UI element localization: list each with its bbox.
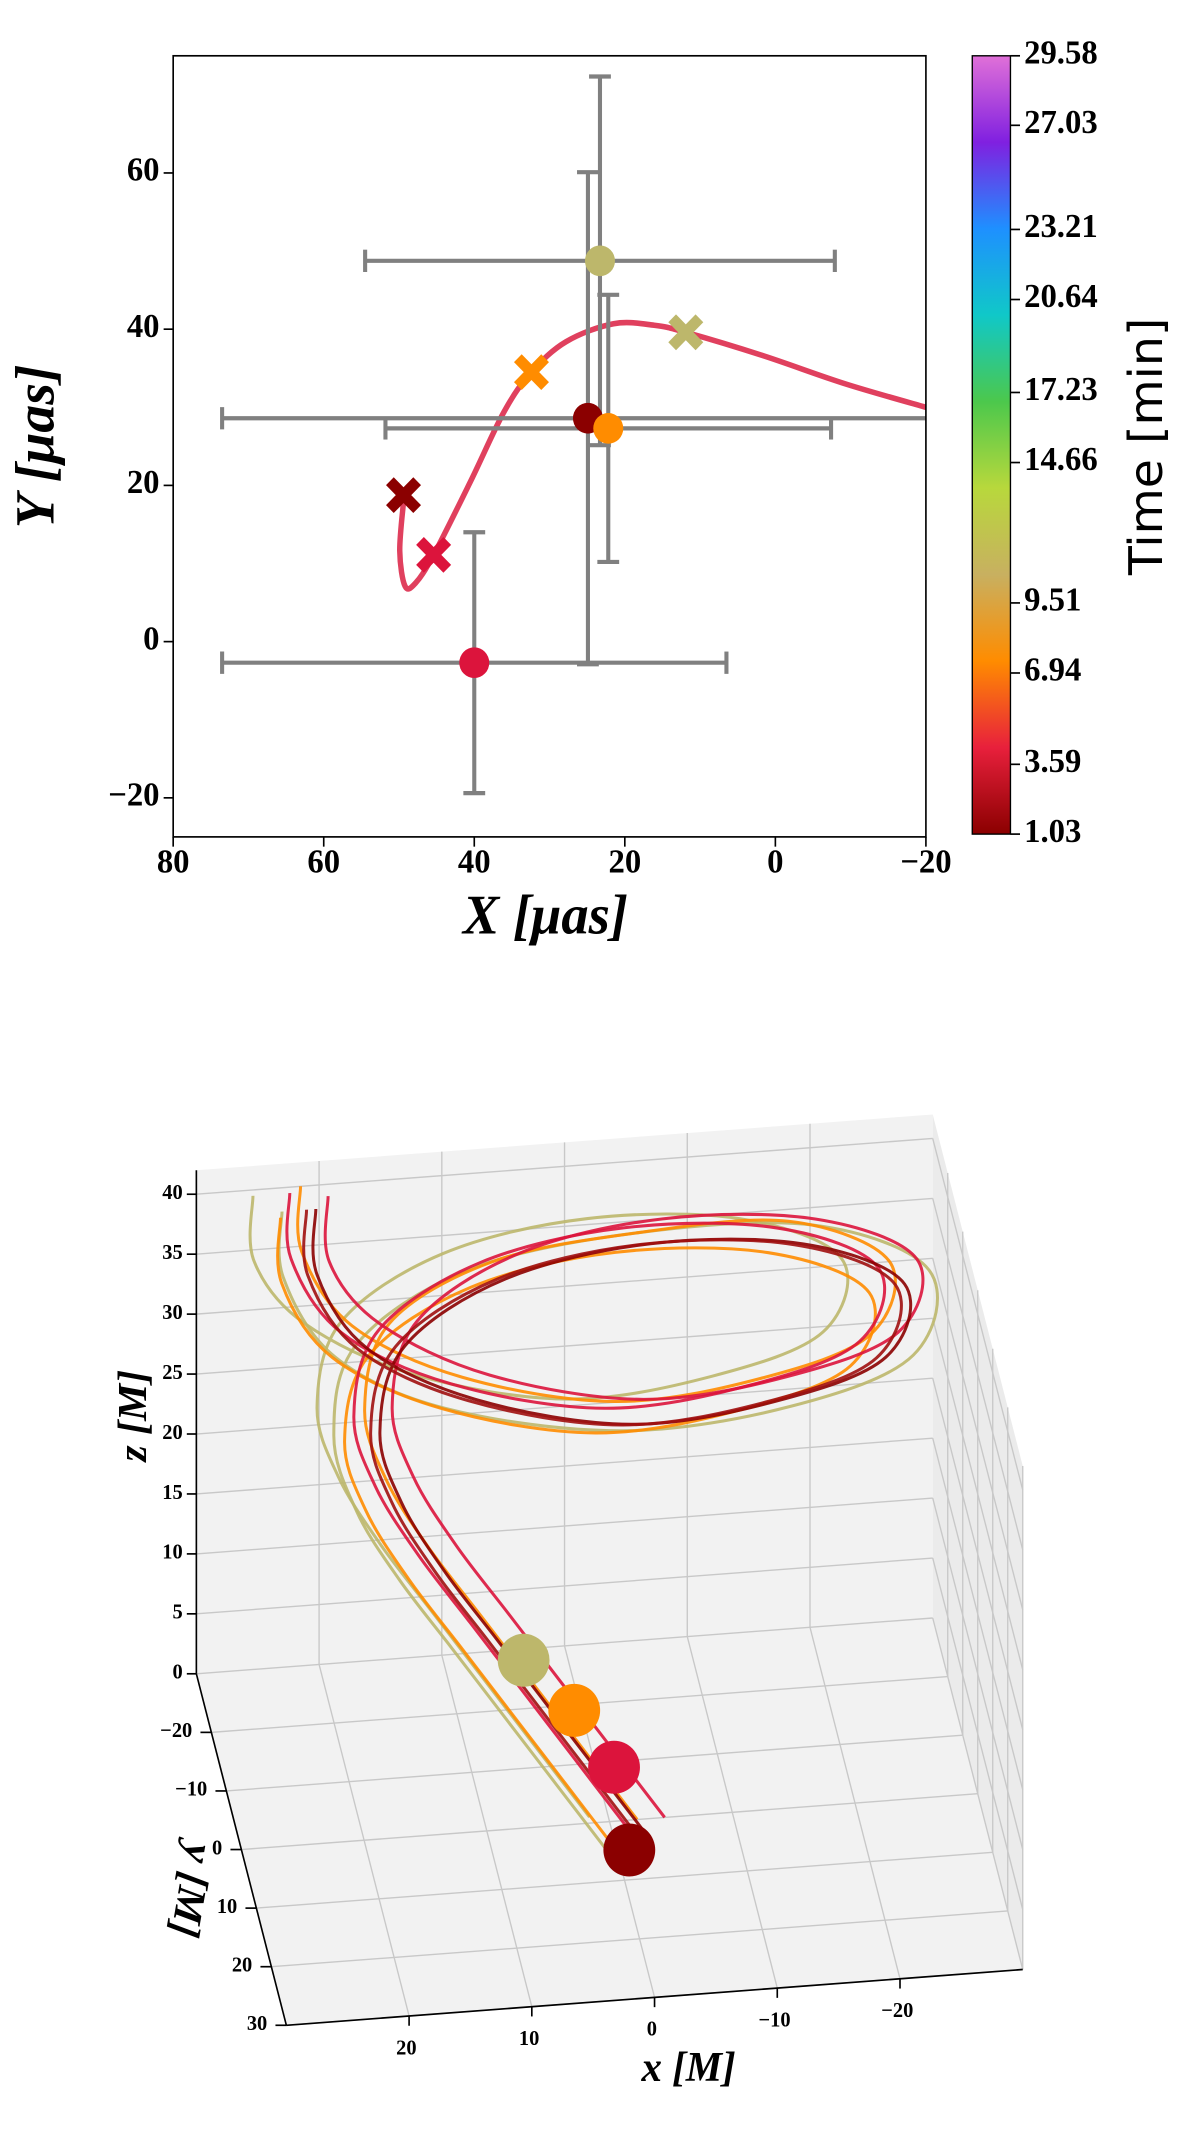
grid-line xyxy=(241,1793,978,1851)
colorbar-tick-label: 17.23 xyxy=(1024,372,1098,408)
grid-line xyxy=(196,1557,933,1615)
y-tick-label: 60 xyxy=(127,152,160,188)
y-tick-label: 20 xyxy=(127,465,160,501)
y-axis-label: Y [μas] xyxy=(5,364,65,528)
z-tick-label: 10 xyxy=(162,1542,182,1564)
plot-3d: −20 −10 0 10 20 −20 −10 0 10 20 30 0 5 10 15 20 25 30 35 40 xyxy=(160,1114,1024,2059)
grid-line xyxy=(932,1198,1024,1551)
colorbar-tick-label: 29.58 xyxy=(1024,35,1098,71)
z-axis-label: z [M] xyxy=(109,1370,154,1464)
observed-point xyxy=(459,647,490,679)
observed-point xyxy=(593,413,624,444)
position-marker xyxy=(548,1683,601,1737)
trajectory xyxy=(276,1217,877,1852)
y-axis-label: y [M] xyxy=(162,1835,224,1941)
grid-line xyxy=(932,1557,1024,1910)
predicted-point xyxy=(386,477,422,514)
z-tick-label: 30 xyxy=(162,1302,182,1324)
x-tick-label: 20 xyxy=(396,2037,416,2059)
predicted-point xyxy=(513,354,549,391)
z-tick-label: 0 xyxy=(173,1661,183,1683)
bottom-chart: −20 −10 0 10 20 −20 −10 0 10 20 30 0 5 10 15 20 25 30 35 40… xyxy=(109,1114,1024,2091)
grid-line xyxy=(932,1497,1024,1850)
grid-line xyxy=(932,1437,1024,1790)
z-tick-label: 25 xyxy=(162,1362,182,1384)
x-tick-label: 60 xyxy=(307,844,340,880)
colorbar-tick-label: 14.66 xyxy=(1024,442,1098,478)
z-tick-label: 35 xyxy=(162,1242,182,1264)
colorbar-tick-label: 1.03 xyxy=(1024,813,1081,849)
colorbar-tick-label: 20.64 xyxy=(1024,279,1098,315)
y-tick-label: 20 xyxy=(232,1954,252,1976)
y-tick-label: −20 xyxy=(160,1720,192,1742)
x-axis-label: X [μas] xyxy=(461,884,628,946)
grid-line xyxy=(196,1617,933,1675)
z-tick-label: 20 xyxy=(162,1422,182,1444)
position-marker xyxy=(497,1633,550,1687)
y-tick-label: 0 xyxy=(143,621,159,657)
plot-area xyxy=(173,55,926,837)
x-axis-label: x [M] xyxy=(641,2044,736,2091)
predicted-point xyxy=(668,314,704,351)
y-tick-label: −20 xyxy=(108,777,159,813)
grid-line xyxy=(932,1258,1024,1611)
x-tick-label: −10 xyxy=(759,2009,791,2031)
plot-content xyxy=(220,74,926,796)
grid-line xyxy=(196,1497,933,1555)
colorbar-tick-label: 6.94 xyxy=(1024,652,1081,688)
grid-line xyxy=(932,1138,1024,1491)
plot-frame xyxy=(172,54,927,838)
x-tick-label: 80 xyxy=(157,844,190,880)
observed-point xyxy=(584,245,615,277)
y-tick-label: 40 xyxy=(127,309,160,345)
colorbar-tick-label: 27.03 xyxy=(1024,105,1098,141)
grid-line xyxy=(932,1617,1024,1970)
y-tick-label: 30 xyxy=(247,2013,267,2035)
y-tick-label: 10 xyxy=(217,1896,237,1918)
top-chart: X [μas] Y [μas] Time [min] 80 60 40 20 0 −20 −… xyxy=(5,35,1174,945)
grid-line xyxy=(196,1137,933,1195)
x-tick-label: 40 xyxy=(458,844,491,880)
grid-line xyxy=(196,1197,933,1255)
colorbar-tick-label: 9.51 xyxy=(1024,582,1081,618)
grid-line xyxy=(932,1318,1024,1670)
position-marker xyxy=(588,1740,640,1794)
trajectory xyxy=(296,1186,897,1821)
trajectory xyxy=(285,1193,887,1828)
z-tick-label: 15 xyxy=(162,1482,182,1504)
x-tick-label: 0 xyxy=(767,844,783,880)
x-tick-label: −20 xyxy=(900,844,951,880)
grid-line xyxy=(196,1317,933,1375)
x-tick-label: 20 xyxy=(608,844,641,880)
x-tick-label: −20 xyxy=(881,2000,913,2022)
colorbar-tick-label: 3.59 xyxy=(1024,744,1081,780)
z-tick-label: 5 xyxy=(173,1601,183,1623)
trajectory xyxy=(302,1209,903,1844)
y-tick-label: −10 xyxy=(175,1779,207,1801)
grid-line xyxy=(256,1851,993,1909)
predicted-point xyxy=(416,537,452,573)
trajectory xyxy=(323,1196,925,1819)
colorbar-label: Time [min] xyxy=(1119,318,1173,576)
position-marker xyxy=(603,1823,656,1877)
colorbar-tick-label: 23.21 xyxy=(1024,209,1098,245)
grid-line xyxy=(271,1910,1008,1968)
x-tick-label: 0 xyxy=(647,2018,657,2040)
grid-line xyxy=(932,1378,1024,1730)
colorbar xyxy=(971,55,1012,835)
grid-line xyxy=(196,1257,933,1315)
grid-line xyxy=(196,1437,933,1495)
x-tick-label: 10 xyxy=(519,2028,539,2050)
z-tick-label: 40 xyxy=(162,1182,182,1204)
y-tick-label: 0 xyxy=(212,1837,222,1859)
